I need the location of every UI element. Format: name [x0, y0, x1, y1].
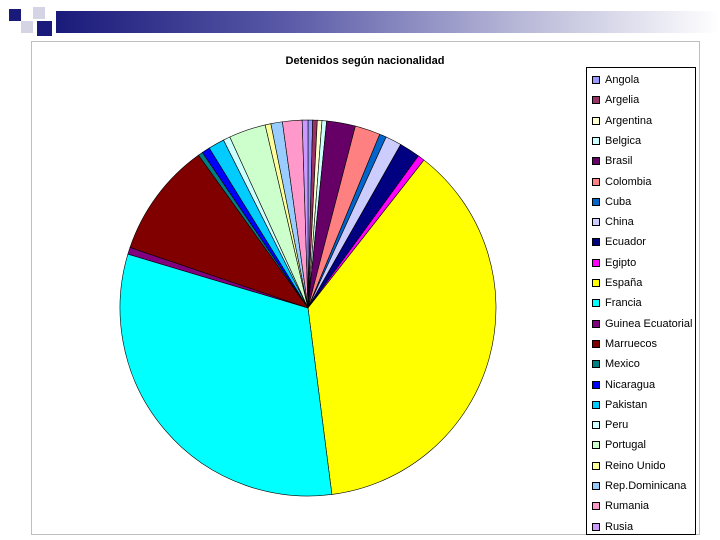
legend-label: Ecuador [605, 236, 646, 249]
legend-label: Cuba [605, 195, 632, 208]
legend-label: Argelia [605, 94, 640, 107]
legend-swatch [592, 136, 600, 145]
legend-item: Rep.Dominicana [592, 479, 686, 493]
legend-swatch [592, 279, 600, 287]
legend-swatch [592, 441, 600, 450]
legend-item: Pakistan [592, 398, 647, 412]
legend-label: Nicaragua [605, 378, 656, 391]
pie-slice-francia [119, 253, 333, 497]
chart-title: Detenidos según nacionalidad [285, 55, 445, 67]
legend-item: Mexico [592, 357, 640, 371]
legend-swatch [592, 157, 600, 166]
pie-slice-espa-a [307, 159, 497, 495]
legend-item: Angola [592, 73, 639, 87]
legend-swatch [592, 238, 600, 247]
chart-legend: Angola Argelia Argentina Belgica Brasil Colom… [586, 67, 696, 535]
legend-label: Portugal [605, 439, 646, 452]
legend-label: Francia [605, 297, 642, 310]
legend-swatch [592, 299, 600, 308]
legend-swatch [592, 96, 600, 105]
decorative-square [33, 7, 45, 19]
legend-item: Rumania [592, 499, 649, 513]
pie-slice-rusia [301, 119, 309, 309]
decorative-square [21, 21, 33, 33]
legend-item: Colombia [592, 175, 651, 189]
legend-swatch [592, 116, 600, 125]
legend-swatch [592, 522, 600, 531]
legend-swatch [592, 197, 600, 206]
legend-item: Brasil [592, 154, 633, 168]
legend-item: Reino Unido [592, 459, 666, 473]
header-gradient-bar [56, 11, 720, 33]
legend-label: Angola [605, 74, 640, 86]
legend-item: Argelia [592, 93, 639, 107]
decorative-square [9, 9, 21, 21]
legend-swatch [592, 461, 600, 470]
legend-label: Mexico [605, 358, 640, 371]
legend-item: Belgica [592, 134, 641, 148]
legend-label: China [605, 216, 634, 229]
legend-item: Guinea Ecuatorial [592, 317, 692, 331]
legend-item: Nicaragua [592, 378, 655, 392]
legend-label: Rusia [605, 520, 634, 533]
legend-item: China [592, 215, 634, 229]
legend-item: Francia [592, 296, 642, 310]
legend-swatch [592, 218, 600, 227]
legend-swatch [592, 177, 600, 186]
legend-swatch [592, 482, 600, 490]
decorative-square [37, 21, 52, 36]
legend-swatch [592, 360, 600, 369]
pie-slice-marruecos [129, 154, 309, 309]
legend-swatch [592, 502, 600, 511]
legend-swatch [592, 380, 600, 389]
legend-swatch [592, 400, 600, 409]
legend-label: España [605, 277, 643, 289]
legend-label: Brasil [605, 155, 633, 168]
legend-item: Egipto [592, 256, 636, 270]
legend-label: Peru [605, 419, 629, 432]
legend-swatch [592, 339, 600, 348]
legend-item: Peru [592, 418, 628, 432]
legend-label: Belgica [605, 134, 642, 147]
legend-label: Guinea Ecuatorial [605, 317, 693, 330]
legend-label: Argentina [605, 114, 653, 127]
legend-item: Argentina [592, 114, 652, 128]
legend-label: Colombia [605, 175, 652, 188]
legend-item: Ecuador [592, 235, 646, 249]
legend-item: Marruecos [592, 337, 657, 351]
legend-label: Egipto [605, 256, 637, 269]
legend-label: Marruecos [605, 337, 657, 350]
legend-item: España [592, 276, 642, 290]
legend-swatch [592, 319, 600, 328]
legend-label: Pakistan [605, 398, 648, 411]
legend-label: Rumania [605, 500, 650, 513]
legend-item: Rusia [592, 520, 633, 534]
legend-label: Rep.Dominicana [605, 480, 687, 492]
legend-swatch [592, 258, 600, 267]
legend-label: Reino Unido [605, 459, 666, 472]
legend-swatch [592, 76, 600, 84]
legend-item: Cuba [592, 195, 631, 209]
legend-swatch [592, 421, 600, 430]
legend-item: Portugal [592, 438, 646, 452]
